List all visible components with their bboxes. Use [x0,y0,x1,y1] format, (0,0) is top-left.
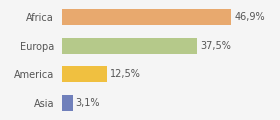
Text: 3,1%: 3,1% [76,98,100,108]
Bar [62,9,231,25]
Bar [62,66,107,82]
Bar [62,38,197,54]
Bar [62,95,73,111]
Text: 37,5%: 37,5% [200,41,231,51]
Text: 12,5%: 12,5% [110,69,141,79]
Text: 46,9%: 46,9% [234,12,265,22]
